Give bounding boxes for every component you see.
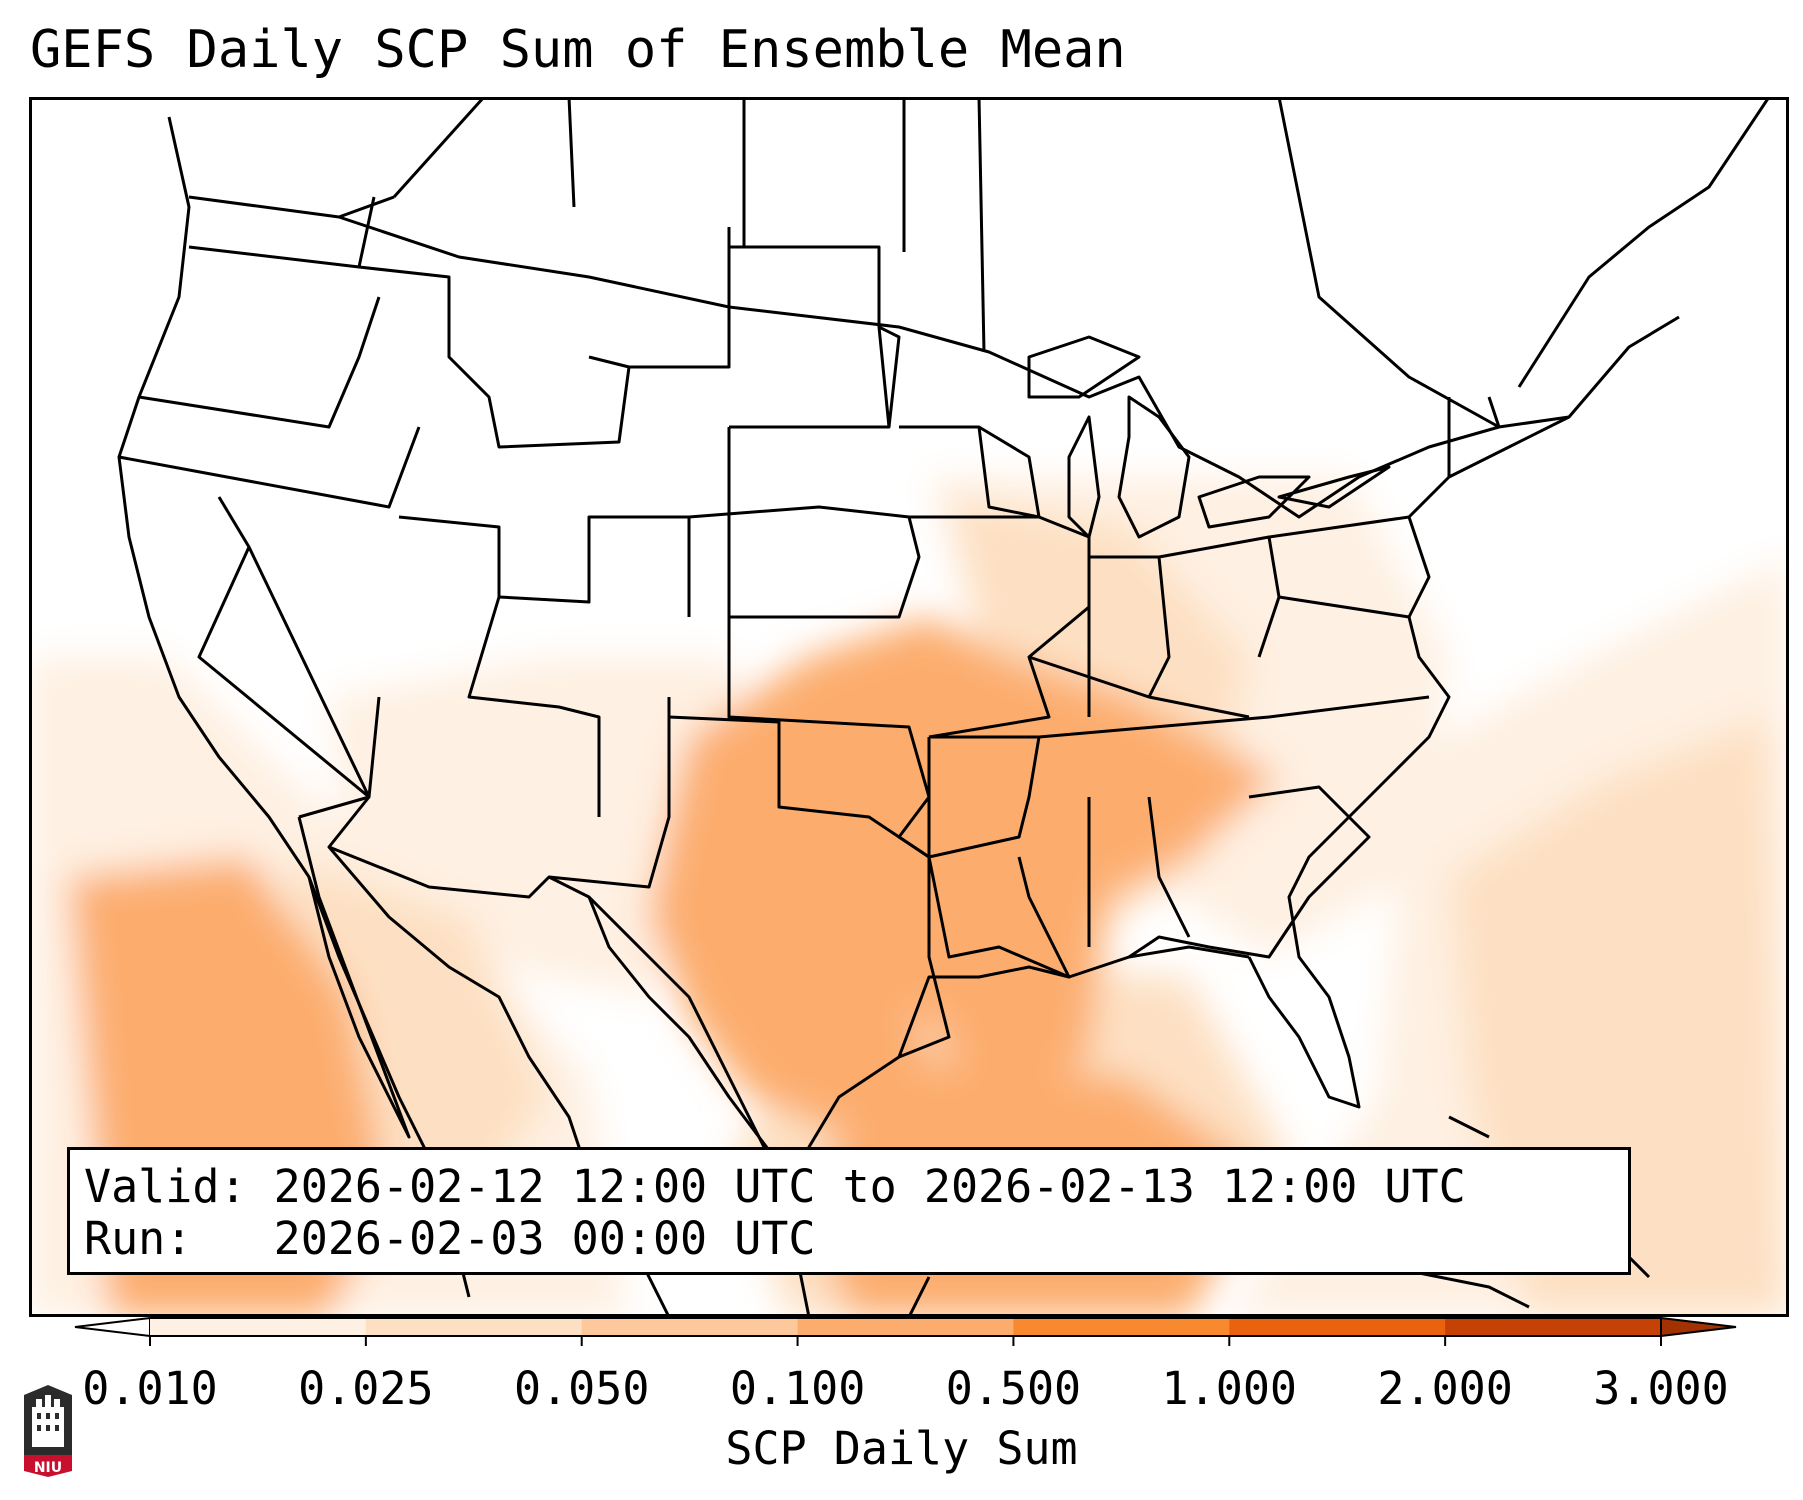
colorbar-over-arrow (1660, 1316, 1737, 1338)
east-coast (1247, 616, 1451, 1109)
colorbar-tick-label: 0.025 (298, 1362, 434, 1415)
niu-logo-text: NIU (33, 1460, 63, 1476)
colorbar-tick-label: 3.000 (1593, 1362, 1729, 1415)
colorbar-tick-label: 0.500 (945, 1362, 1082, 1415)
gulf-coast (897, 945, 1250, 1058)
baja (297, 816, 411, 1139)
colorbar-tick-label: 2.000 (1377, 1362, 1513, 1415)
colorbar-tick-label: 0.050 (513, 1362, 650, 1415)
canada-coast (1277, 97, 1771, 429)
colorbar-tick-label: 0.100 (729, 1362, 866, 1415)
colorbar-segment (365, 1318, 583, 1336)
political-boundaries (117, 97, 1771, 1317)
texas-oklahoma (548, 715, 951, 1199)
map-panel (29, 97, 1789, 1317)
canada-us-border (188, 195, 1680, 519)
southeast (1038, 695, 1430, 959)
valid-line: Valid: 2026-02-12 12:00 UTC to 2026-02-1… (84, 1160, 1466, 1213)
colorbar-segment (1445, 1318, 1662, 1336)
west-coast (117, 116, 471, 1298)
scp-field-mid-sw (289, 857, 549, 1237)
dakotas (727, 245, 901, 517)
arkansas-louisiana (927, 735, 1071, 979)
colorbar-label: SCP Daily Sum (725, 1422, 1078, 1475)
oregon-idaho-nevada (118, 426, 421, 799)
colorbar-segment (1229, 1318, 1446, 1336)
colorbar-segment (150, 1318, 367, 1336)
colorbar-frame (150, 1317, 1661, 1337)
province-lines (338, 97, 986, 353)
colorbar-under-arrow (74, 1316, 151, 1338)
northeast (1268, 396, 1570, 619)
idaho-montana-wyoming (358, 227, 731, 449)
arizona-newmexico (327, 696, 671, 899)
colorbar-segment (797, 1318, 1014, 1336)
niu-logo-icon (24, 1385, 72, 1477)
valid-run-box: Valid: 2026-02-12 12:00 UTC to 2026-02-1… (67, 1147, 1631, 1275)
colorbar-tick-label: 0.010 (82, 1362, 218, 1415)
colorbar-segment (581, 1318, 799, 1336)
map-title: GEFS Daily SCP Sum of Ensemble Mean (30, 20, 1126, 80)
map-frame (29, 97, 1789, 1317)
great-lakes (1027, 335, 1391, 539)
run-line: Run: 2026-02-03 00:00 UTC (84, 1212, 816, 1265)
scp-field-high-ky (1069, 697, 1229, 817)
colorbar-tick-label: 1.000 (1161, 1362, 1298, 1415)
colorbar-segment (1013, 1318, 1230, 1336)
east-midwest (1028, 535, 1281, 719)
